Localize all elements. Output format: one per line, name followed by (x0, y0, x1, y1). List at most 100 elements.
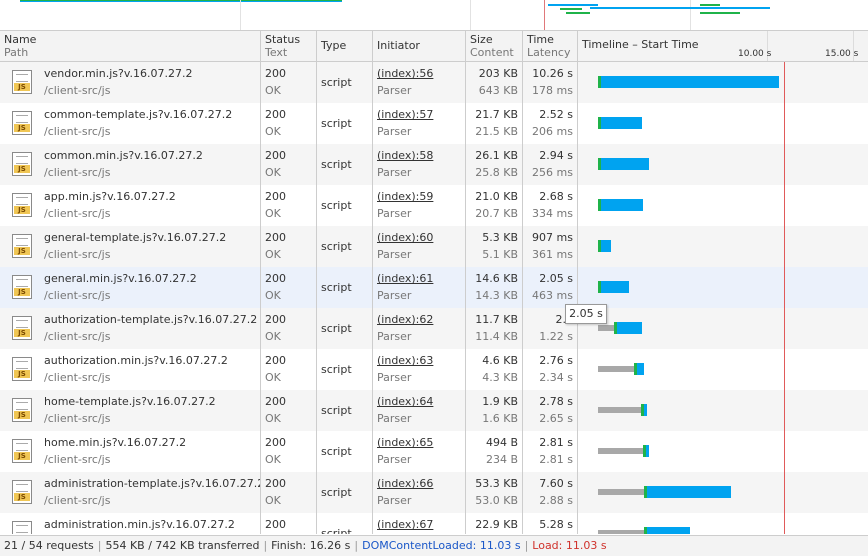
table-row[interactable]: JS vendor.min.js?v.16.07.27.2/client-src/… (0, 62, 868, 103)
transfer-size: 21.0 KB (475, 190, 518, 203)
js-badge: JS (14, 124, 30, 132)
load-time: Load: 11.03 s (532, 539, 607, 552)
name-cell[interactable]: JS administration-template.js?v.16.07.27.… (0, 472, 261, 513)
initiator-link[interactable]: (index):65 (377, 436, 434, 449)
waterfall-download-bar (645, 445, 649, 457)
transferred-size: 554 KB / 742 KB transferred (105, 539, 260, 552)
initiator-link[interactable]: (index):59 (377, 190, 434, 203)
column-header: Name Path Status Text Type Initiator Siz… (0, 31, 868, 62)
initiator-link[interactable]: (index):57 (377, 108, 434, 121)
name-cell[interactable]: JS common-template.js?v.16.07.27.2/client… (0, 103, 261, 144)
table-row[interactable]: JS common.min.js?v.16.07.27.2/client-src/… (0, 144, 868, 185)
header-timeline[interactable]: Timeline – Start Time (578, 31, 868, 61)
time-cell: 2.05 s 463 ms (523, 267, 578, 308)
initiator-link[interactable]: (index):63 (377, 354, 434, 367)
initiator-link[interactable]: (index):66 (377, 477, 434, 490)
load-event-line (784, 62, 785, 534)
initiator-link[interactable]: (index):67 (377, 518, 434, 531)
name-cell[interactable]: JS general-template.js?v.16.07.27.2/clien… (0, 226, 261, 267)
time-cell: 2.78 s 2.65 s (523, 390, 578, 431)
initiator-type: Parser (377, 207, 412, 220)
initiator-link[interactable]: (index):56 (377, 67, 434, 80)
initiator-link[interactable]: (index):60 (377, 231, 434, 244)
table-row[interactable]: JS app.min.js?v.16.07.27.2/client-src/js 2… (0, 185, 868, 226)
waterfall-wait-bar (598, 366, 634, 372)
status-code: 200 (265, 313, 286, 326)
name-cell[interactable]: JS common.min.js?v.16.07.27.2/client-src/… (0, 144, 261, 185)
table-row[interactable]: JS administration-template.js?v.16.07.27.… (0, 472, 868, 513)
waterfall-ttfb-bar (598, 240, 601, 252)
timeline-overview[interactable] (0, 0, 868, 31)
name-cell[interactable]: JS general.min.js?v.16.07.27.2/client-src… (0, 267, 261, 308)
timeline-cell[interactable] (578, 62, 868, 103)
name-cell[interactable]: JS vendor.min.js?v.16.07.27.2/client-src/… (0, 62, 261, 103)
js-badge: JS (14, 83, 30, 91)
initiator-type: Parser (377, 412, 412, 425)
initiator-link[interactable]: (index):61 (377, 272, 434, 285)
header-name-title: Name (4, 33, 37, 46)
status-text: OK (265, 533, 312, 534)
size-cell: 21.0 KB 20.7 KB (466, 185, 523, 226)
table-row[interactable]: JS home-template.js?v.16.07.27.2/client-s… (0, 390, 868, 431)
initiator-link[interactable]: (index):64 (377, 395, 434, 408)
initiator-link[interactable]: (index):62 (377, 313, 434, 326)
header-initiator[interactable]: Initiator (373, 31, 466, 61)
name-cell[interactable]: JS authorization.min.js?v.16.07.27.2/clie… (0, 349, 261, 390)
name-cell[interactable]: JS home.min.js?v.16.07.27.2/client-src/js (0, 431, 261, 472)
transfer-size: 5.3 KB (482, 231, 518, 244)
header-size[interactable]: Size Content (466, 31, 523, 61)
timeline-cell[interactable] (578, 431, 868, 472)
header-time[interactable]: Time Latency (523, 31, 578, 61)
time-cell: 2.76 s 2.34 s (523, 349, 578, 390)
name-cell[interactable]: JS authorization-template.js?v.16.07.27.2… (0, 308, 261, 349)
latency: 1.22 s (539, 330, 573, 343)
request-path: /client-src/js (44, 248, 111, 261)
transfer-size: 203 KB (478, 67, 518, 80)
timeline-cell[interactable] (578, 308, 868, 349)
table-row[interactable]: JS common-template.js?v.16.07.27.2/client… (0, 103, 868, 144)
request-table[interactable]: JS vendor.min.js?v.16.07.27.2/client-src/… (0, 62, 868, 534)
table-row[interactable]: JS administration.min.js?v.16.07.27.2/cli… (0, 513, 868, 534)
header-type[interactable]: Type (317, 31, 373, 61)
total-time: 2.78 s (539, 395, 573, 408)
timeline-cell[interactable] (578, 472, 868, 513)
header-status[interactable]: Status Text (261, 31, 317, 61)
name-cell[interactable]: JS administration.min.js?v.16.07.27.2/cli… (0, 513, 261, 534)
timing-tooltip: 2.05 s (565, 304, 607, 324)
table-row[interactable]: JS general-template.js?v.16.07.27.2/clien… (0, 226, 868, 267)
type-cell: script (317, 390, 373, 431)
waterfall-wait-bar (598, 448, 643, 454)
content-size: 643 KB (478, 84, 518, 97)
time-cell: 7.60 s 2.88 s (523, 472, 578, 513)
timeline-cell[interactable] (578, 267, 868, 308)
timeline-cell[interactable] (578, 185, 868, 226)
timeline-cell[interactable] (578, 513, 868, 534)
total-time: 2.76 s (539, 354, 573, 367)
initiator-type: Parser (377, 84, 412, 97)
initiator-type: Parser (377, 248, 412, 261)
table-row[interactable]: JS authorization.min.js?v.16.07.27.2/clie… (0, 349, 868, 390)
name-cell[interactable]: JS home-template.js?v.16.07.27.2/client-s… (0, 390, 261, 431)
total-time: 907 ms (532, 231, 573, 244)
size-cell: 53.3 KB 53.0 KB (466, 472, 523, 513)
request-path: /client-src/js (44, 125, 111, 138)
timeline-cell[interactable] (578, 390, 868, 431)
initiator-link[interactable]: (index):58 (377, 149, 434, 162)
name-cell[interactable]: JS app.min.js?v.16.07.27.2/client-src/js (0, 185, 261, 226)
timeline-cell[interactable] (578, 226, 868, 267)
table-row[interactable]: JS home.min.js?v.16.07.27.2/client-src/js… (0, 431, 868, 472)
request-type: script (321, 158, 352, 171)
waterfall-wait-bar (598, 489, 645, 495)
table-row[interactable]: JS general.min.js?v.16.07.27.2/client-src… (0, 267, 868, 308)
timeline-cell[interactable] (578, 144, 868, 185)
table-row[interactable]: JS authorization-template.js?v.16.07.27.2… (0, 308, 868, 349)
total-time: 5.28 s (539, 518, 573, 531)
initiator-type: Parser (377, 125, 412, 138)
request-path: /client-src/js (44, 371, 111, 384)
status-text: OK (265, 289, 281, 302)
timeline-cell[interactable] (578, 103, 868, 144)
header-timeline-title: Timeline – Start Time (582, 38, 699, 51)
header-name[interactable]: Name Path (0, 31, 261, 61)
timeline-cell[interactable] (578, 349, 868, 390)
status-text: OK (265, 494, 281, 507)
